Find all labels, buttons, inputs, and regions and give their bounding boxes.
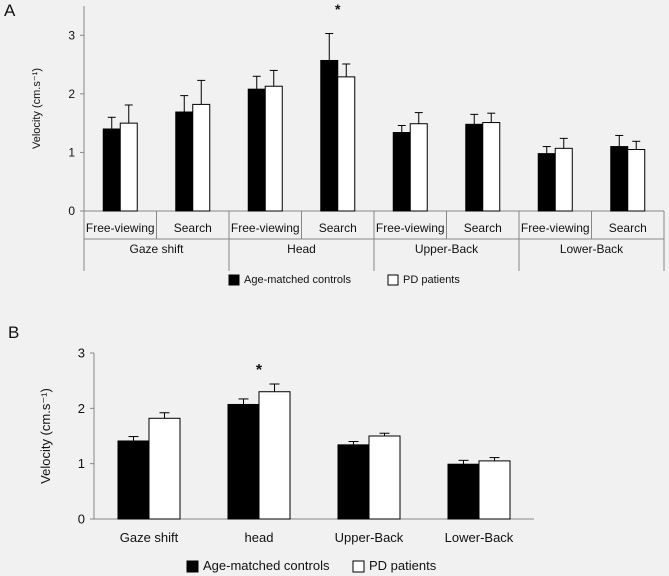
group-label: Upper-Back xyxy=(415,242,479,256)
x-category-label: Free-viewing xyxy=(86,221,155,235)
x-category-label: head xyxy=(245,530,274,545)
significance-marker: * xyxy=(256,362,263,379)
bar-controls xyxy=(610,146,629,212)
bar-pd xyxy=(337,76,356,212)
bar-controls xyxy=(392,132,411,212)
bar-controls xyxy=(227,403,260,520)
group-label: Gaze shift xyxy=(129,242,184,256)
bar-pd xyxy=(368,435,401,520)
legend-swatch xyxy=(186,560,199,573)
panel-a-chart: 0 1 2 3 Velocity (cm.s⁻¹) Free-viewing Search F… xyxy=(31,1,665,286)
legend-swatch xyxy=(387,274,399,286)
x-category-label: Free-viewing xyxy=(376,221,445,235)
bar-controls xyxy=(465,123,484,212)
legend-entry: Age-matched controls xyxy=(203,558,330,573)
legend-entry: PD patients xyxy=(403,274,460,286)
bar-pd xyxy=(258,391,291,520)
x-category-label: Free-viewing xyxy=(231,221,300,235)
bar-pd xyxy=(148,417,181,520)
legend-entry: PD patients xyxy=(369,558,437,573)
y-tick-label: 0 xyxy=(68,204,75,218)
bar-pd xyxy=(478,460,511,520)
y-tick-label: 2 xyxy=(68,87,75,101)
bar-pd xyxy=(192,103,211,212)
bar-controls xyxy=(102,128,121,212)
bar-pd xyxy=(554,147,573,212)
bar-pd xyxy=(627,149,646,212)
group-label: Head xyxy=(287,242,316,256)
bar-pd xyxy=(264,85,283,212)
bar-controls xyxy=(537,153,556,212)
significance-marker: * xyxy=(335,1,341,17)
panel-b-label: B xyxy=(8,323,19,342)
x-category-label: Lower-Back xyxy=(445,530,514,545)
panel-a-label: A xyxy=(4,1,16,20)
x-category-label: Search xyxy=(174,221,212,235)
legend-swatch xyxy=(228,274,240,286)
legend-swatch xyxy=(352,560,365,573)
bar-controls xyxy=(447,463,480,520)
y-axis-label: Velocity (cm.s⁻¹) xyxy=(31,68,43,149)
panel-b-chart: 0 1 2 3 Velocity (cm.s⁻¹) Gaze shift head Upper… xyxy=(38,346,534,573)
y-tick-label: 0 xyxy=(78,512,85,527)
y-tick-label: 2 xyxy=(78,401,85,416)
bar-pd xyxy=(482,122,501,212)
y-tick-label: 3 xyxy=(78,346,85,361)
bar-controls xyxy=(320,59,339,212)
bar-controls xyxy=(337,444,370,520)
bar-controls xyxy=(247,88,266,212)
bar-pd xyxy=(409,123,428,212)
x-category-label: Gaze shift xyxy=(120,530,179,545)
y-tick-label: 1 xyxy=(78,456,85,471)
y-axis-label: Velocity (cm.s⁻¹) xyxy=(38,388,53,484)
y-tick-label: 1 xyxy=(68,146,75,160)
x-category-label: Upper-Back xyxy=(335,530,404,545)
x-category-label: Free-viewing xyxy=(521,221,590,235)
x-category-label: Search xyxy=(464,221,502,235)
bar-pd xyxy=(119,122,138,212)
legend-entry: Age-matched controls xyxy=(244,274,351,286)
x-category-label: Search xyxy=(319,221,357,235)
x-category-label: Search xyxy=(609,221,647,235)
bar-controls xyxy=(117,440,150,520)
y-tick-label: 3 xyxy=(68,28,75,42)
group-label: Lower-Back xyxy=(560,242,624,256)
bar-controls xyxy=(175,111,194,212)
